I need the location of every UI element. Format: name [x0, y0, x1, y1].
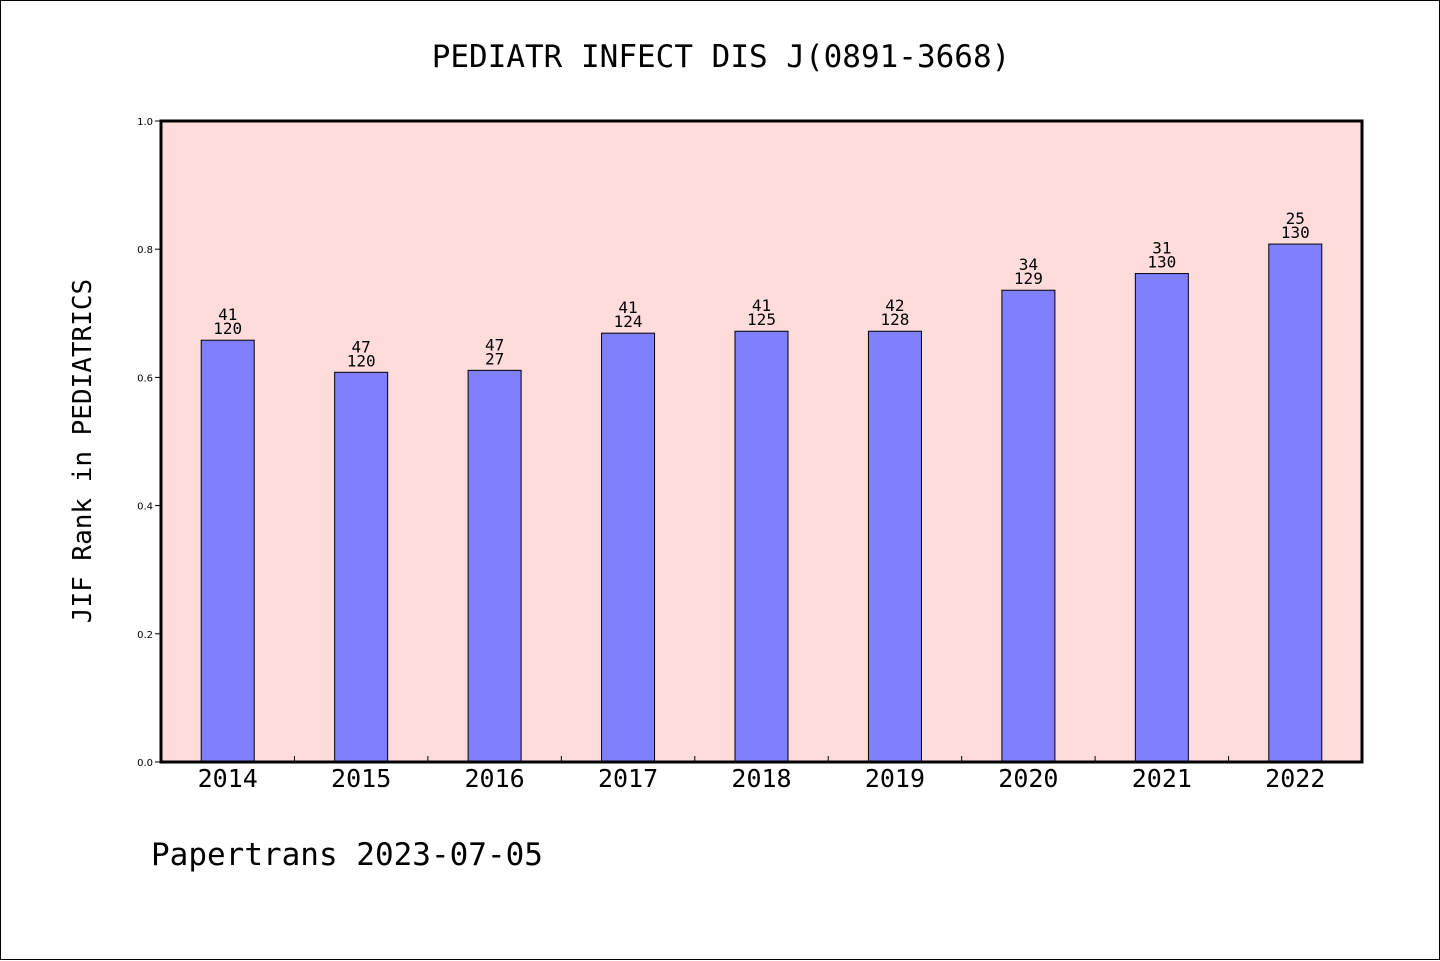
total-label-2014: 120 [213, 319, 242, 338]
rank-label-2021: 31 [1152, 239, 1171, 258]
bar-2015 [334, 371, 389, 763]
total-label-2017: 124 [614, 312, 643, 331]
total-label-2019: 128 [880, 310, 909, 329]
total-label-2016: 27 [485, 349, 504, 368]
y-tick-label: 0.0 [137, 758, 153, 769]
total-label-2018: 125 [747, 310, 776, 329]
y-tick-label: 0.4 [137, 502, 153, 513]
bar-2020 [1001, 289, 1056, 763]
bar-2018 [734, 330, 789, 763]
bar-2014 [200, 339, 255, 763]
rank-label-2019: 42 [885, 296, 904, 315]
rank-label-2017: 41 [618, 298, 637, 317]
bar-2021 [1134, 273, 1189, 763]
y-tick-label: 1.0 [137, 117, 153, 128]
rank-label-2018: 41 [752, 296, 771, 315]
x-tick-label-2018: 2018 [731, 764, 791, 793]
total-label-2021: 130 [1147, 253, 1176, 272]
y-tick-label: 0.6 [137, 373, 153, 384]
bar-2019 [867, 330, 922, 763]
total-label-2022: 130 [1281, 223, 1310, 242]
y-tick-label: 0.2 [137, 630, 153, 641]
x-tick-label-2022: 2022 [1265, 764, 1325, 793]
rank-label-2016: 47 [485, 335, 504, 354]
plot-border [159, 119, 1364, 764]
bar-2016 [467, 369, 522, 763]
rank-label-2020: 34 [1019, 255, 1038, 274]
x-tick-label-2014: 2014 [198, 764, 258, 793]
footer-text: Papertrans 2023-07-05 [151, 837, 543, 873]
chart-title: PEDIATR INFECT DIS J(0891-3668) [432, 39, 1011, 75]
x-tick-label-2016: 2016 [465, 764, 525, 793]
bar-2017 [601, 332, 656, 763]
rank-label-2014: 41 [218, 305, 237, 324]
bar-2022 [1268, 243, 1323, 763]
y-axis-label: JIF Rank in PEDIATRICS [68, 279, 98, 623]
x-tick-label-2021: 2021 [1132, 764, 1192, 793]
x-tick-label-2017: 2017 [598, 764, 658, 793]
rank-label-2015: 47 [352, 337, 371, 356]
x-tick-label-2015: 2015 [331, 764, 391, 793]
x-tick-label-2020: 2020 [998, 764, 1058, 793]
rank-label-2022: 25 [1286, 209, 1305, 228]
total-label-2020: 129 [1014, 269, 1043, 288]
x-tick-label-2019: 2019 [865, 764, 925, 793]
total-label-2015: 120 [347, 351, 376, 370]
y-tick-label: 0.8 [137, 245, 153, 256]
